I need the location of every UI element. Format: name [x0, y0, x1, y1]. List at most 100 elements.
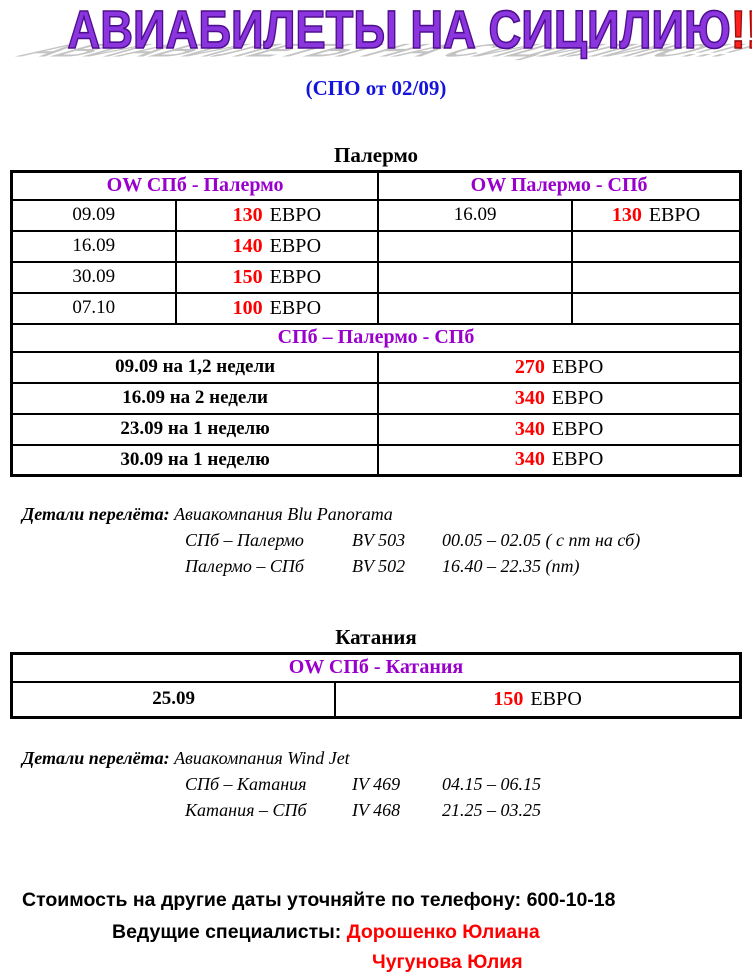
table-row: 16.09 на 2 недели 340 ЕВРО: [10, 381, 742, 415]
flight-route: СПб – Палермо: [185, 530, 304, 550]
price-value: 130: [611, 203, 642, 226]
table-row: 16.09 140 ЕВРО: [10, 229, 742, 263]
flight-route: СПб – Катания: [185, 774, 307, 794]
price-cell: [571, 291, 742, 325]
title-text: АВИАБИЛЕТЫ НА СИЦИЛИЮ: [67, 0, 732, 60]
currency-label: ЕВРО: [269, 203, 322, 226]
flight-time: 00.05 – 02.05 ( с пт на сб): [442, 530, 641, 550]
ow-header-spb-catania: OW СПб - Катания: [10, 652, 742, 683]
rt-header-spb-palermo-spb: СПб – Палермо - СПб: [10, 322, 742, 353]
price-value: 340: [514, 386, 545, 409]
currency-label: ЕВРО: [269, 296, 322, 319]
date-cell: 25.09: [10, 680, 337, 719]
date-cell: 16.09: [10, 229, 177, 263]
table-row: 30.09 на 1 неделю 340 ЕВРО: [10, 443, 742, 477]
price-cell: 140 ЕВРО: [174, 229, 380, 263]
price-value: 100: [232, 296, 263, 319]
flight-line: СПб – Палермо BV 503 00.05 – 02.05 ( с п…: [185, 527, 752, 553]
flight-route: Палермо – СПб: [185, 556, 304, 576]
table-row: 30.09 150 ЕВРО: [10, 260, 742, 294]
price-value: 150: [232, 265, 263, 288]
price-cell: 100 ЕВРО: [174, 291, 380, 325]
price-value: 340: [514, 448, 545, 471]
airline-name: Авиакомпания Blu Panorama: [174, 504, 393, 524]
flight-route: Катания – СПб: [185, 800, 307, 820]
currency-label: ЕВРО: [530, 687, 582, 710]
catania-heading: Катания: [335, 625, 417, 649]
currency-label: ЕВРО: [551, 386, 604, 409]
page-title: АВИАБИЛЕТЫ НА СИЦИЛИЮ!!! АВИАБИЛЕТЫ НА С…: [0, 0, 752, 68]
flight-number: BV 503: [352, 530, 406, 550]
catania-ow-header-row: OW СПб - Катания: [10, 652, 742, 683]
ow-header-spb-palermo: OW СПб - Палермо: [10, 170, 380, 201]
date-cell: 09.09: [10, 198, 177, 232]
currency-label: ЕВРО: [269, 234, 322, 257]
phone-info-line: Стоимость на другие даты уточняйте по те…: [22, 889, 616, 911]
date-cell: 30.09: [10, 260, 177, 294]
flight-line: СПб – Катания IV 469 04.15 – 06.15: [185, 771, 752, 797]
price-cell: 340 ЕВРО: [377, 381, 742, 415]
price-cell: [571, 229, 742, 263]
subtitle-spo-date: (СПО от 02/09): [305, 76, 447, 100]
price-value: 270: [514, 355, 545, 378]
price-cell: 150 ЕВРО: [334, 680, 742, 719]
flight-number: IV 469: [352, 774, 401, 794]
flight-line: Палермо – СПб BV 502 16.40 – 22.35 (пт): [185, 553, 752, 579]
airline-name: Авиакомпания Wind Jet: [174, 748, 350, 768]
details-intro-line: Детали перелёта: Авиакомпания Wind Jet: [22, 745, 752, 771]
palermo-rt-header-row: СПб – Палермо - СПб: [10, 322, 742, 353]
price-value: 140: [232, 234, 263, 257]
palermo-flight-details: Детали перелёта: Авиакомпания Blu Panora…: [22, 501, 752, 579]
catania-flight-details: Детали перелёта: Авиакомпания Wind Jet С…: [22, 745, 752, 823]
title-text-wrap: АВИАБИЛЕТЫ НА СИЦИЛИЮ!!!: [67, 0, 752, 60]
rt-date-cell: 30.09 на 1 неделю: [10, 443, 380, 477]
price-value: 340: [514, 417, 545, 440]
flight-number: BV 502: [352, 556, 406, 576]
rt-date-cell: 23.09 на 1 неделю: [10, 412, 380, 446]
palermo-price-table: OW СПб - Палермо OW Палермо - СПб 09.09 …: [10, 170, 742, 477]
price-cell: 340 ЕВРО: [377, 443, 742, 477]
table-row: 25.09 150 ЕВРО: [10, 680, 742, 719]
table-row: 07.10 100 ЕВРО: [10, 291, 742, 325]
currency-label: ЕВРО: [269, 265, 322, 288]
flight-time: 16.40 – 22.35 (пт): [442, 556, 580, 576]
table-row: 09.09 130 ЕВРО 16.09 130 ЕВРО: [10, 198, 742, 232]
footer: Стоимость на другие даты уточняйте по те…: [0, 889, 752, 974]
currency-label: ЕВРО: [648, 203, 701, 226]
date-cell: [377, 229, 574, 263]
details-intro-line: Детали перелёта: Авиакомпания Blu Panora…: [22, 501, 752, 527]
flight-number: IV 468: [352, 800, 401, 820]
flight-time: 04.15 – 06.15: [442, 774, 541, 794]
table-row: 23.09 на 1 неделю 340 ЕВРО: [10, 412, 742, 446]
specialist-name: Дорошенко Юлиана: [346, 921, 540, 943]
specialists-line: Ведущие специалисты: Дорошенко Юлиана: [112, 921, 752, 944]
price-cell: 130 ЕВРО: [174, 198, 380, 232]
details-label: Детали перелёта:: [22, 748, 170, 768]
currency-label: ЕВРО: [551, 355, 604, 378]
details-label: Детали перелёта:: [22, 504, 170, 524]
table-row: 09.09 на 1,2 недели 270 ЕВРО: [10, 350, 742, 384]
price-value: 130: [232, 203, 263, 226]
date-cell: 16.09: [377, 198, 574, 232]
specialist-name-2-line: Чугунова Юлия: [372, 951, 752, 974]
currency-label: ЕВРО: [551, 448, 604, 471]
rt-date-cell: 16.09 на 2 недели: [10, 381, 380, 415]
date-cell: [377, 291, 574, 325]
date-cell: [377, 260, 574, 294]
title-exclamation: !!!: [730, 0, 752, 60]
price-cell: 150 ЕВРО: [174, 260, 380, 294]
price-cell: 270 ЕВРО: [377, 350, 742, 384]
catania-price-table: OW СПб - Катания 25.09 150 ЕВРО: [10, 652, 742, 719]
price-cell: [571, 260, 742, 294]
date-cell: 07.10: [10, 291, 177, 325]
price-cell: 130 ЕВРО: [571, 198, 742, 232]
ow-header-palermo-spb: OW Палермо - СПб: [377, 170, 742, 201]
specialists-label: Ведущие специалисты:: [112, 921, 342, 943]
price-value: 150: [493, 687, 524, 710]
specialist-name: Чугунова Юлия: [372, 951, 523, 973]
palermo-heading: Палермо: [333, 143, 418, 167]
currency-label: ЕВРО: [551, 417, 604, 440]
flight-line: Катания – СПб IV 468 21.25 – 03.25: [185, 797, 752, 823]
palermo-ow-header-row: OW СПб - Палермо OW Палермо - СПб: [10, 170, 742, 201]
